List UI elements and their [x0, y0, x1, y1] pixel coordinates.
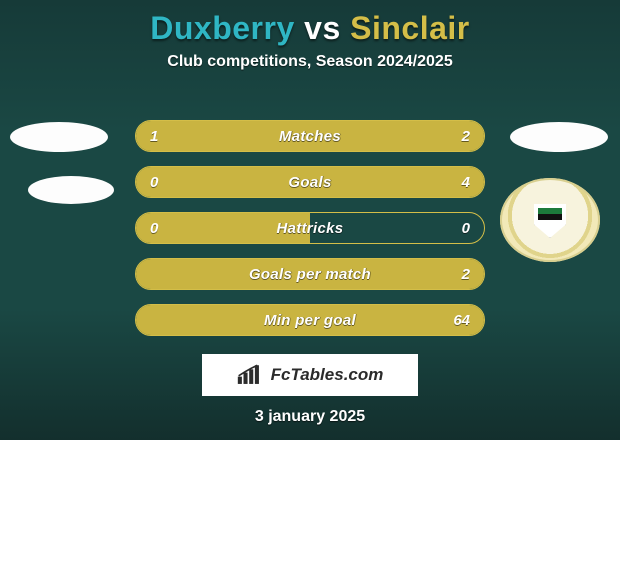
stat-row: Hattricks0 0 [135, 212, 485, 244]
stat-value-right: 64 [453, 305, 470, 335]
stat-value-right: 2 [462, 259, 470, 289]
stat-row: Matches1 2 [135, 120, 485, 152]
stat-value-right: 4 [462, 167, 470, 197]
player-left-name: Duxberry [150, 10, 295, 46]
page-title: Duxberry vs Sinclair [0, 0, 620, 47]
stat-value-right: 2 [462, 121, 470, 151]
footer-date: 3 january 2025 [0, 408, 620, 426]
stat-row: Min per goal64 [135, 304, 485, 336]
stat-label: Hattricks [136, 213, 484, 243]
club-badge-left-bottom [28, 176, 114, 204]
comparison-card: Duxberry vs Sinclair Club competitions, … [0, 0, 620, 440]
brand-text: FcTables.com [271, 365, 384, 385]
stat-row: Goals0 4 [135, 166, 485, 198]
subtitle: Club competitions, Season 2024/2025 [0, 53, 620, 71]
club-crest-right [500, 178, 600, 262]
player-right-name: Sinclair [350, 10, 470, 46]
stats-panel: Matches12Goals04Hattricks00Goals per mat… [135, 120, 485, 350]
stat-value-right: 0 [462, 213, 470, 243]
stat-label: Goals [136, 167, 484, 197]
stat-value-left: 0 [150, 213, 158, 243]
stat-label: Min per goal [136, 305, 484, 335]
stat-value-left: 1 [150, 121, 158, 151]
stat-label: Matches [136, 121, 484, 151]
brand-badge: FcTables.com [202, 354, 418, 396]
vs-label: vs [304, 10, 341, 46]
club-badge-left-top [10, 122, 108, 152]
stat-label: Goals per match [136, 259, 484, 289]
club-badge-right-top [510, 122, 608, 152]
stat-row: Goals per match2 [135, 258, 485, 290]
bar-chart-icon [237, 364, 263, 386]
stat-value-left: 0 [150, 167, 158, 197]
